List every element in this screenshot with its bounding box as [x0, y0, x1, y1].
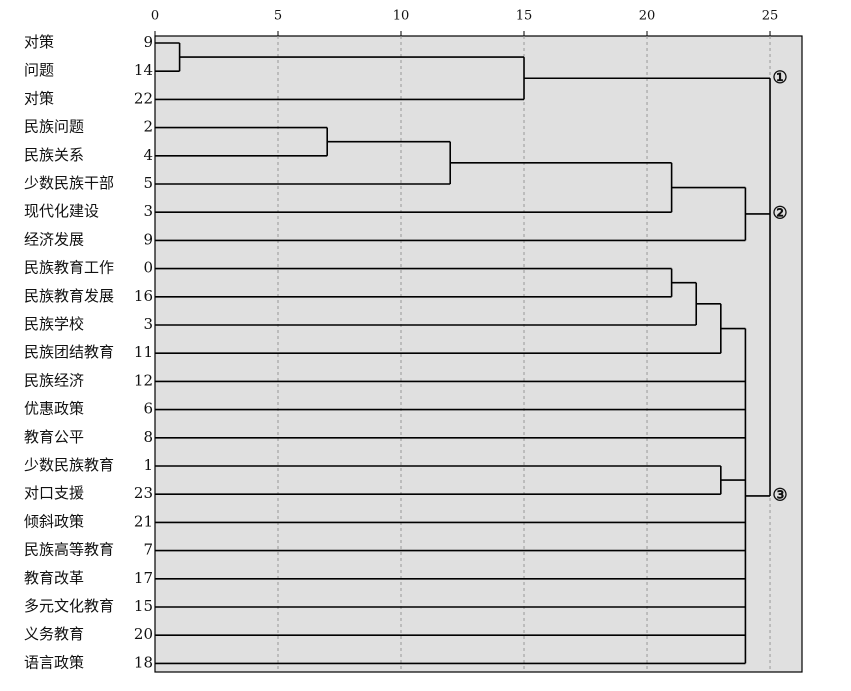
leaf-label: 对策 [24, 89, 54, 107]
x-tick-label: 25 [762, 9, 779, 24]
leaf-id: 9 [143, 33, 153, 51]
leaf-label: 少数民族干部 [24, 174, 114, 192]
leaf-label: 民族团结教育 [24, 343, 114, 361]
leaf-id: 20 [134, 625, 153, 643]
leaf-id: 8 [143, 428, 153, 446]
leaf-label: 民族教育工作 [24, 259, 114, 277]
x-tick-label: 5 [274, 9, 282, 24]
leaf-id: 14 [134, 61, 153, 79]
leaf-label: 民族高等教育 [24, 541, 114, 559]
leaf-label: 民族经济 [24, 371, 84, 389]
leaf-id: 12 [134, 371, 153, 389]
leaf-label: 教育改革 [24, 569, 84, 587]
leaf-label: 问题 [24, 61, 54, 79]
leaf-label: 少数民族教育 [24, 456, 114, 474]
leaf-id: 22 [134, 89, 153, 107]
leaf-label: 对口支援 [24, 484, 84, 502]
leaf-label: 倾斜政策 [24, 512, 84, 530]
leaf-label: 民族学校 [24, 315, 84, 333]
leaf-id: 3 [143, 315, 153, 333]
leaf-label: 现代化建设 [24, 202, 99, 220]
leaf-id: 7 [143, 541, 153, 559]
leaf-id: 17 [134, 569, 153, 587]
cluster-label: ① [772, 68, 787, 88]
leaf-id: 9 [143, 230, 153, 248]
leaf-id: 23 [134, 484, 153, 502]
leaf-label: 民族教育发展 [24, 287, 114, 305]
leaf-label: 教育公平 [24, 428, 84, 446]
x-tick-label: 10 [393, 9, 410, 24]
x-tick-label: 0 [151, 9, 159, 24]
leaf-id: 6 [143, 400, 153, 418]
leaf-label: 多元文化教育 [24, 597, 114, 615]
leaf-label: 对策 [24, 33, 54, 51]
leaf-id: 15 [134, 597, 153, 615]
leaf-label: 义务教育 [24, 625, 84, 643]
leaf-label: 语言政策 [24, 653, 84, 671]
leaf-id: 18 [134, 653, 153, 671]
leaf-label: 优惠政策 [24, 400, 84, 418]
leaf-id: 21 [134, 512, 153, 530]
x-tick-label: 20 [639, 9, 656, 24]
leaf-id: 16 [134, 287, 153, 305]
leaf-label: 民族关系 [24, 146, 84, 164]
leaf-label: 经济发展 [24, 230, 84, 248]
cluster-label: ③ [772, 485, 787, 505]
leaf-id: 0 [143, 259, 153, 277]
leaf-id: 3 [143, 202, 153, 220]
leaf-id: 1 [143, 456, 153, 474]
leaf-id: 5 [143, 174, 153, 192]
x-tick-label: 15 [516, 9, 533, 24]
leaf-id: 2 [143, 118, 153, 136]
leaf-id: 11 [134, 343, 153, 361]
leaf-id: 4 [143, 146, 153, 164]
cluster-label: ② [772, 203, 787, 223]
leaf-label: 民族问题 [24, 118, 84, 136]
